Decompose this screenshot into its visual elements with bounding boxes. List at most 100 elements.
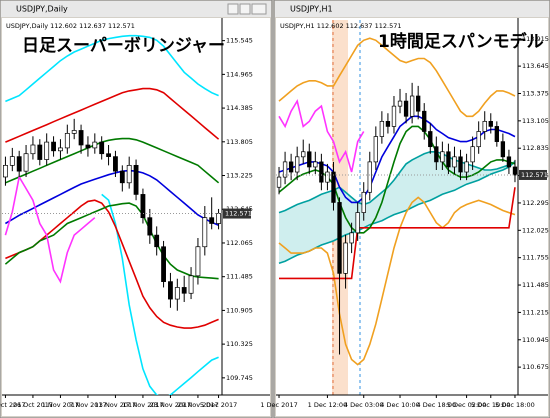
annotation: 日足スーパーボリンジャー (22, 36, 225, 56)
candle-body (133, 164, 139, 195)
indicator-line (278, 125, 516, 234)
indicator-line (5, 34, 219, 103)
y-tick-label: 114.385 (226, 104, 253, 112)
candle-body (126, 164, 132, 184)
chart-info: USDJPY,Daily 112.602 112.637 112.571 (6, 22, 135, 30)
y-tick-label: 111.485 (226, 273, 253, 281)
y-tick-label: 109.745 (226, 374, 253, 382)
x-tick-label: 13 Nov 2017 (95, 401, 137, 409)
candle-body (168, 281, 173, 300)
candle-body (355, 212, 360, 234)
candle-body (174, 287, 180, 300)
y-tick-label: 113.375 (522, 89, 549, 97)
x-tick-label: 23 Nov 2017 (150, 401, 192, 409)
candle-body (428, 131, 433, 148)
candle-body (37, 144, 43, 160)
indicator-line (278, 37, 516, 118)
plot (276, 37, 518, 366)
cloud-edge (278, 161, 516, 264)
annotation: 1時間足スパンモデル (378, 31, 544, 52)
candle-body (325, 171, 330, 183)
price-tag (519, 169, 547, 180)
indicator-line (278, 115, 516, 204)
candle-body (506, 156, 512, 168)
candle-body (512, 166, 518, 176)
minimize-button[interactable] (227, 3, 239, 15)
candle-body (106, 153, 111, 157)
candle-body (276, 176, 282, 188)
candle-body (476, 131, 481, 148)
y-tick-label: 112.065 (226, 239, 253, 247)
candle-body (295, 156, 300, 173)
candle-body (188, 275, 194, 294)
x-tick-label: 29 Nov 2017 (177, 401, 219, 409)
candle-body (403, 100, 409, 117)
y-tick-label: 112.295 (522, 199, 549, 207)
close-button[interactable] (251, 3, 267, 15)
candle-body (195, 246, 201, 277)
candle-body (385, 121, 391, 127)
candle-body (319, 161, 324, 183)
candle-body (373, 136, 378, 163)
y-tick-label: 112.835 (522, 144, 549, 152)
candle-body (440, 151, 445, 163)
candle-body (99, 141, 105, 155)
title-bar (1, 1, 271, 17)
candle-body (288, 161, 294, 173)
candle-body (301, 151, 306, 158)
candle-body (71, 130, 77, 134)
candle-body (147, 217, 153, 236)
candle-body (397, 100, 403, 107)
y-tick-label: 110.675 (522, 363, 549, 371)
candle-body (216, 213, 221, 224)
candle-body (337, 202, 342, 274)
plot (3, 34, 221, 395)
candle-body (202, 217, 208, 248)
y-tick-label: 111.215 (522, 308, 549, 316)
y-tick-label: 113.105 (522, 117, 549, 125)
candle-body (379, 121, 385, 137)
candle-body (494, 126, 499, 142)
x-tick-label: 5 Dec 02:00 (447, 401, 487, 409)
candle-body (434, 146, 439, 163)
y-tick-label: 114.965 (226, 70, 253, 78)
x-tick-label: 1 Nov 2017 (42, 401, 80, 409)
price-tag-label: 112.571 (225, 210, 252, 218)
candle-body (313, 161, 318, 168)
y-tick-label: 113.225 (226, 172, 253, 180)
indicator-line (4, 174, 96, 284)
candle-body (391, 105, 397, 127)
candle-body (331, 171, 336, 203)
indicator-line (279, 187, 516, 280)
maximize-button[interactable] (239, 3, 251, 15)
x-tick-label: 5 Dec 18:00 (495, 401, 535, 409)
indicator-line (101, 193, 219, 395)
candle-body (23, 153, 29, 172)
candle-body (458, 156, 463, 173)
x-tick-label: 1 Dec 2017 (260, 401, 297, 409)
candle-body (154, 234, 160, 248)
candle-body (446, 151, 451, 168)
candle-body (464, 161, 469, 173)
x-tick-label: 4 Dec 03:00 (344, 401, 384, 409)
window-title: USDJPY,Daily (16, 5, 68, 14)
indicator-line (5, 87, 220, 143)
y-tick-label: 111.485 (522, 281, 549, 289)
candle-body (58, 147, 63, 152)
candle-body (16, 156, 22, 172)
candle-body (113, 156, 118, 172)
y-tick-label: 111.755 (522, 254, 549, 262)
candle-body (30, 144, 36, 155)
y-tick-label: 113.915 (522, 35, 549, 43)
x-tick-label: 1 Dec 12:00 (308, 401, 348, 409)
price-tag-label: 112.571 (521, 171, 548, 179)
candle-body (307, 151, 312, 168)
indicator-line (278, 196, 516, 366)
candle-body (452, 156, 457, 168)
candle-body (119, 170, 125, 184)
x-tick-label: 7 Nov 2017 (69, 401, 107, 409)
candle-body (349, 232, 354, 244)
candle-body (51, 141, 56, 152)
candle-body (209, 217, 215, 224)
